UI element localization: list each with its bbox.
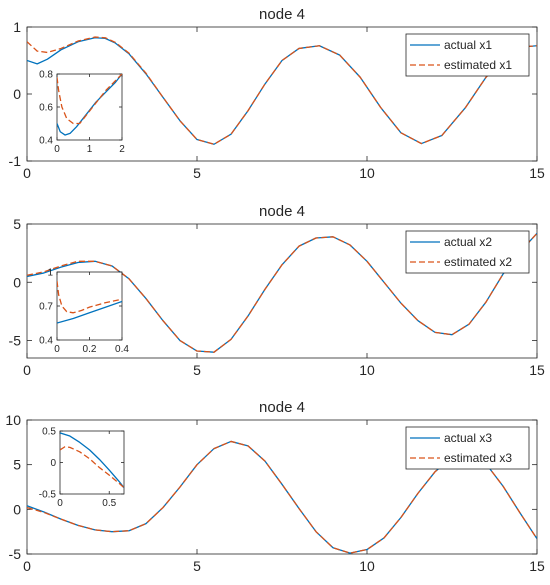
inset-axes-box [59, 430, 125, 495]
inset-series-actual [60, 432, 124, 489]
inset-ytick-label: 0 [50, 458, 56, 469]
inset-axes: 0 0.5-0.500.5 [39, 427, 125, 509]
inset-ytick-label: 0.4 [39, 136, 53, 147]
inset-xtick-label: 0.5 [102, 498, 116, 509]
subplot-title: node 4 [259, 6, 305, 23]
subplot-title: node 4 [259, 203, 305, 220]
main-ytick-label: 0 [13, 274, 21, 290]
legend-box [405, 230, 530, 274]
main-xtick-label: 10 [359, 558, 375, 574]
inset-series-estimated [57, 280, 122, 314]
legend-entry: actual x3 [444, 431, 492, 445]
legend-entry: estimated x2 [444, 255, 512, 269]
main-ytick-label: 1 [13, 19, 21, 35]
inset-xtick-label: 0 [54, 144, 60, 155]
main-xtick-label: 5 [193, 558, 201, 574]
inset-ytick-label: 1 [47, 268, 53, 279]
main-xtick-label: 5 [193, 362, 201, 378]
main-xtick-label: 10 [359, 362, 375, 378]
subplot-title: node 4 [259, 399, 305, 416]
inset-series-estimated [60, 446, 124, 489]
main-xtick-label: 15 [529, 165, 545, 181]
main-ytick-label: -1 [9, 153, 22, 169]
inset-axes: 0 0.2 0.4 0.4 0.7 1 [39, 268, 129, 356]
inset-xtick-label: 2 [119, 144, 125, 155]
main-ytick-label: 0 [13, 501, 21, 517]
inset-ytick-label: -0.5 [39, 490, 57, 501]
legend-entry: actual x1 [444, 38, 492, 52]
main-ytick-label: -5 [9, 546, 22, 562]
inset-xtick-label: 0.4 [115, 344, 129, 355]
main-ytick-label: -5 [9, 333, 22, 349]
inset-xtick-label: 1 [87, 144, 93, 155]
inset-ytick-label: 0.7 [39, 302, 53, 313]
inset-ytick-label: 0.6 [39, 103, 53, 114]
inset-ytick-label: 0.4 [39, 336, 53, 347]
legend-box [405, 33, 530, 77]
inset-xtick-label: 0 [54, 344, 60, 355]
main-series-estimated [27, 36, 537, 145]
main-xtick-label: 5 [193, 165, 201, 181]
main-series-estimated [27, 232, 537, 353]
main-xtick-label: 15 [529, 362, 545, 378]
inset-axes: 0 1 2 0.4 0.6 0.8 [39, 70, 125, 156]
main-ytick-label: 0 [13, 86, 21, 102]
inset-series-estimated [57, 74, 122, 125]
main-xtick-label: 0 [23, 362, 31, 378]
main-ytick-label: 5 [13, 216, 21, 232]
main-xtick-label: 15 [529, 558, 545, 574]
main-xtick-label: 0 [23, 558, 31, 574]
inset-series-actual [57, 300, 122, 324]
legend-entry: estimated x3 [444, 451, 512, 465]
legend-entry: actual x2 [444, 235, 492, 249]
legend-box [405, 426, 530, 470]
main-ytick-label: 10 [5, 412, 21, 428]
main-ytick-label: 5 [13, 457, 21, 473]
main-xtick-label: 10 [359, 165, 375, 181]
inset-ytick-label: 0.8 [39, 70, 53, 81]
inset-xtick-label: 0.2 [83, 344, 97, 355]
main-xtick-label: 0 [23, 165, 31, 181]
inset-axes-box [56, 271, 123, 341]
inset-ytick-label: 0.5 [42, 427, 56, 438]
inset-xtick-label: 0 [57, 498, 63, 509]
legend-entry: estimated x1 [444, 58, 512, 72]
